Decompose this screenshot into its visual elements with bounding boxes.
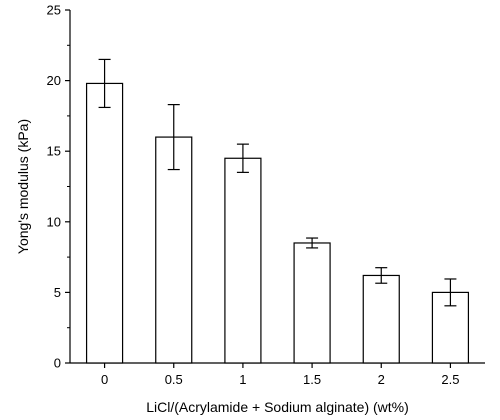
- plot-area: 0 5 10 15 20 25 0 0.5 1 1.5 2 2.5: [47, 3, 485, 387]
- bar: [431, 291, 470, 364]
- y-tick-label: 5: [54, 285, 61, 300]
- bar: [362, 274, 400, 364]
- x-tick-label: 0.5: [165, 372, 183, 387]
- x-tick-label: 2.5: [441, 372, 459, 387]
- bar: [224, 157, 262, 364]
- y-axis-title: Yong's modulus (kPa): [15, 119, 31, 254]
- y-tick-label: 15: [47, 144, 61, 159]
- x-tick-label: 2: [378, 372, 385, 387]
- x-tick-label: 1.5: [303, 372, 321, 387]
- x-tick-label: 1: [239, 372, 246, 387]
- x-axis-title: LiCl/(Acrylamide + Sodium alginate) (wt%…: [146, 399, 409, 415]
- y-tick-label: 25: [47, 3, 61, 18]
- y-tick-label: 10: [47, 214, 61, 229]
- y-tick-label: 20: [47, 73, 61, 88]
- x-tick-label: 0: [101, 372, 108, 387]
- bar: [155, 136, 193, 364]
- bar: [85, 82, 124, 364]
- bar: [293, 242, 331, 364]
- y-tick-label: 0: [54, 356, 61, 371]
